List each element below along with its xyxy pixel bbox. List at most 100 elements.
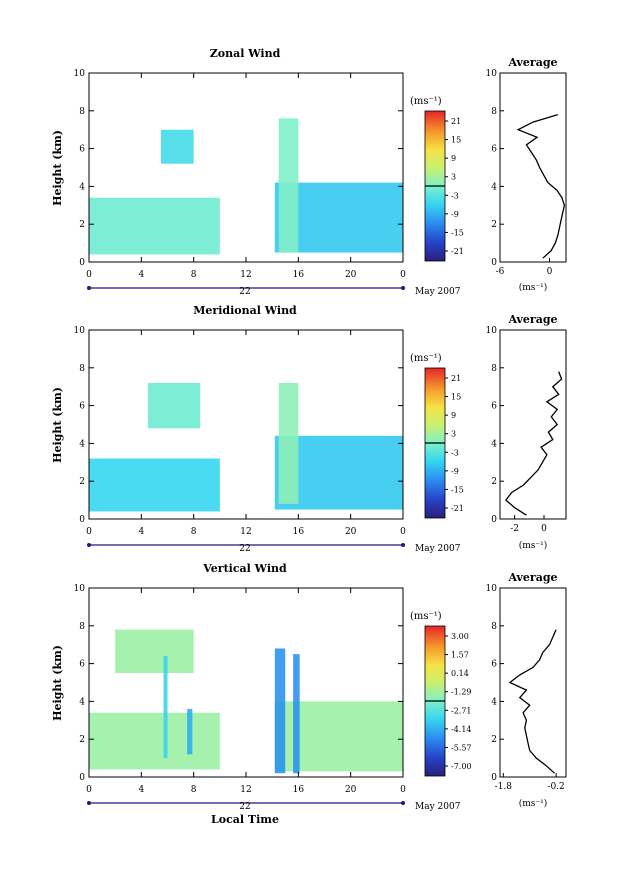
profile-y-tick-label: 2	[491, 477, 497, 487]
heatmap-cell	[278, 382, 299, 504]
profile-y-tick-label: 0	[491, 515, 497, 525]
colorbar-tick-label: -15	[451, 228, 464, 237]
x-tick-label: 12	[240, 527, 251, 537]
colorbar-tick-label: -2.71	[451, 706, 472, 715]
profile-y-tick-label: 10	[486, 326, 498, 336]
y-tick-label: 8	[79, 107, 85, 117]
y-tick-label: 4	[79, 439, 85, 449]
profile-y-tick-label: 6	[491, 145, 497, 155]
colorbar-tick-label: -21	[451, 247, 464, 256]
heatmap-cell	[89, 197, 220, 255]
average-profile: 0 2 4 6 8 10 -1.8 -0.2	[486, 584, 567, 792]
x-axis: 0 4 8 12 16 20 0	[86, 588, 406, 805]
colorbar-tick-label: 3.00	[451, 632, 469, 641]
profile-y-tick-label: 4	[491, 439, 497, 449]
y-tick-label: 8	[79, 364, 85, 374]
y-tick-label: 6	[79, 402, 85, 412]
profile-y-tick-label: 6	[491, 402, 497, 412]
colorbar-tick-label: -3	[451, 191, 459, 200]
profile-y-tick-label: 4	[491, 697, 497, 707]
colorbar-tick-label: -4.14	[451, 725, 472, 734]
x-tick-label: 0	[400, 785, 406, 795]
y-tick-label: 2	[79, 735, 85, 745]
day-span-marker	[401, 286, 405, 290]
colorbar-unit: (ms⁻¹)	[410, 353, 442, 364]
colorbar-tick-label: -7.00	[451, 762, 472, 771]
profile-y-tick-label: 0	[491, 258, 497, 268]
colorbar-unit: (ms⁻¹)	[410, 611, 442, 622]
x-tick-label: 4	[138, 270, 144, 280]
heatmap-area	[89, 629, 403, 774]
profile-y-tick-label: 10	[486, 69, 498, 79]
colorbar-tick-label: -9	[451, 467, 459, 476]
y-axis-label: Height (km)	[51, 130, 64, 206]
profile-x-tick-label: -0.2	[547, 782, 564, 792]
colorbar-tick-label: -5.57	[451, 743, 472, 752]
y-tick-label: 0	[79, 773, 85, 783]
profile-line	[508, 629, 557, 774]
heatmap-cell	[274, 648, 286, 774]
x-tick-label: 16	[293, 785, 305, 795]
colorbar: 21 15 9 3 -3 -9 -15 -21	[424, 110, 464, 262]
y-tick-label: 4	[79, 697, 85, 707]
heatmap-cell	[89, 458, 220, 512]
y-axis: 0 2 4 6 8 10	[74, 326, 403, 525]
profile-x-tick-label: -1.8	[495, 782, 513, 792]
profile-xlabel: (ms⁻¹)	[519, 798, 548, 809]
profile-x-tick-label: 0	[547, 267, 553, 277]
heatmap-cell	[89, 712, 220, 770]
x-tick-label: 16	[293, 270, 305, 280]
day-span-marker	[401, 543, 405, 547]
x-tick-label: 0	[86, 270, 92, 280]
colorbar-tick-label: 3	[451, 173, 456, 182]
y-tick-label: 6	[79, 660, 85, 670]
colorbar-unit: (ms⁻¹)	[410, 96, 442, 107]
colorbar: 3.00 1.57 0.14 -1.29 -2.71 -4.14 -5.57 -7.00	[424, 625, 472, 777]
profile-y-tick-label: 6	[491, 660, 497, 670]
date-caption: May 2007	[415, 802, 461, 812]
day-span-marker	[87, 801, 91, 805]
x-axis: 0 4 8 12 16 20 0	[86, 73, 406, 290]
x-tick-label: 8	[191, 785, 197, 795]
profile-line	[516, 113, 566, 259]
colorbar-tick-label: 3	[451, 430, 456, 439]
y-axis-label: Height (km)	[51, 645, 64, 721]
profile-x-tick-label: -6	[496, 267, 505, 277]
day-label: 22	[239, 802, 250, 812]
colorbar-tick-label: 21	[451, 117, 461, 126]
profile-line	[505, 371, 563, 516]
profile-y-tick-label: 8	[491, 107, 497, 117]
colorbar-tick-label: 0.14	[451, 669, 469, 678]
colorbar-tick-label: -21	[451, 504, 464, 513]
x-axis-label: Local Time	[211, 813, 279, 826]
day-label: 22	[239, 287, 250, 297]
profile-y-tick-label: 0	[491, 773, 497, 783]
heatmap-cell	[163, 656, 168, 759]
profile-title: Average	[507, 571, 557, 584]
y-tick-label: 10	[74, 584, 86, 594]
profile-y-tick-label: 2	[491, 220, 497, 230]
colorbar: 21 15 9 3 -3 -9 -15 -21	[424, 367, 464, 519]
colorbar-tick-label: -3	[451, 448, 459, 457]
profile-xlabel: (ms⁻¹)	[519, 282, 548, 293]
profile-frame	[499, 72, 567, 263]
heatmap-area	[89, 382, 403, 512]
x-tick-label: 20	[345, 527, 357, 537]
heatmap-cell	[278, 118, 299, 253]
profile-title: Average	[507, 313, 557, 326]
heatmap-cell	[115, 629, 194, 674]
y-tick-label: 10	[74, 69, 86, 79]
profile-x-tick-label: 0	[541, 524, 547, 534]
panel-title: Zonal Wind	[210, 47, 281, 60]
colorbar-tick-label: -9	[451, 210, 459, 219]
profile-title: Average	[507, 56, 557, 69]
y-axis: 0 2 4 6 8 10	[74, 584, 403, 783]
x-axis: 0 4 8 12 16 20 0	[86, 330, 406, 547]
date-caption: May 2007	[415, 287, 461, 297]
average-profile: 0 2 4 6 8 10 -2 0	[486, 326, 567, 534]
y-tick-label: 2	[79, 477, 85, 487]
y-axis-label: Height (km)	[51, 387, 64, 463]
